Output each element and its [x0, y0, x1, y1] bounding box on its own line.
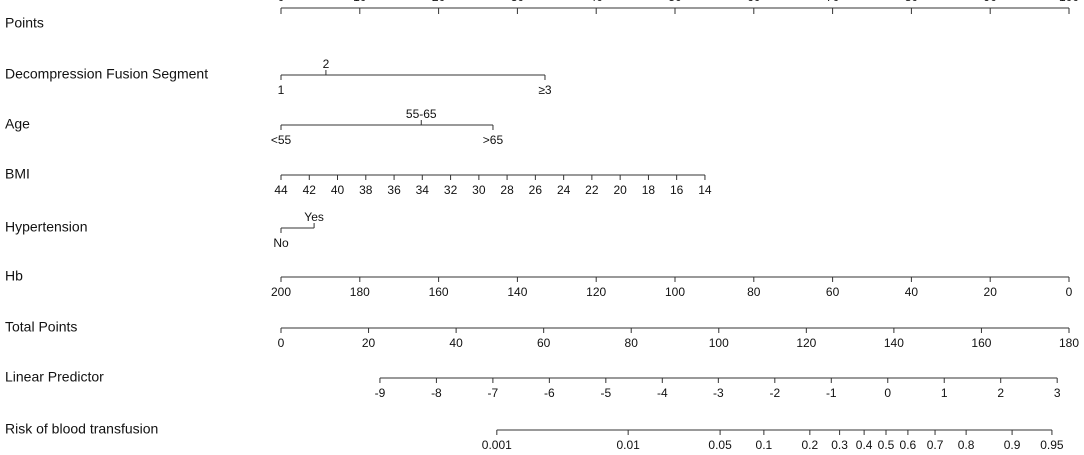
- tick-label: 0.01: [616, 438, 640, 452]
- tick-label: 20: [362, 336, 376, 350]
- tick-label: 34: [416, 183, 430, 197]
- tick-label: -4: [657, 386, 668, 400]
- tick-label: 180: [1059, 336, 1079, 350]
- tick-label: 200: [271, 285, 291, 299]
- tick-label: 100: [665, 285, 685, 299]
- tick-label: 1: [941, 386, 948, 400]
- tick-label: 60: [537, 336, 551, 350]
- tick-label: 0: [884, 386, 891, 400]
- tick-label: 70: [826, 0, 840, 4]
- tick-label: 30: [511, 0, 525, 4]
- tick-label: -1: [826, 386, 837, 400]
- tick-label: -6: [544, 386, 555, 400]
- tick-label: No: [273, 236, 289, 250]
- tick-label: 40: [449, 336, 463, 350]
- tick-label: Yes: [304, 210, 324, 224]
- row-label: Risk of blood transfusion: [5, 421, 158, 437]
- tick-label: 16: [670, 183, 684, 197]
- tick-label: 32: [444, 183, 458, 197]
- tick-label: 160: [429, 285, 449, 299]
- row-label: Hb: [5, 268, 23, 284]
- row-label: Age: [5, 116, 30, 132]
- row-label: Total Points: [5, 319, 77, 335]
- tick-label: 60: [826, 285, 840, 299]
- tick-label: 0.95: [1040, 438, 1064, 452]
- tick-label: 40: [331, 183, 345, 197]
- tick-label: -7: [488, 386, 499, 400]
- tick-label: 0.05: [708, 438, 732, 452]
- tick-label: -3: [713, 386, 724, 400]
- row-label: Points: [5, 15, 44, 31]
- tick-label: 100: [1059, 0, 1079, 4]
- tick-label: >65: [483, 133, 504, 147]
- tick-label: 44: [274, 183, 288, 197]
- row-label: BMI: [5, 166, 30, 182]
- tick-label: 0.1: [756, 438, 773, 452]
- tick-label: 30: [472, 183, 486, 197]
- tick-label: 120: [586, 285, 606, 299]
- row-label: Linear Predictor: [5, 369, 104, 385]
- tick-label: 20: [613, 183, 627, 197]
- tick-label: 36: [387, 183, 401, 197]
- tick-label: -5: [600, 386, 611, 400]
- tick-label: 20: [432, 0, 446, 4]
- tick-label: 40: [590, 0, 604, 4]
- tick-label: 80: [747, 285, 761, 299]
- tick-label: 26: [529, 183, 543, 197]
- tick-label: 22: [585, 183, 599, 197]
- tick-label: 160: [971, 336, 991, 350]
- tick-label: 0.001: [482, 438, 512, 452]
- tick-label: 18: [642, 183, 656, 197]
- tick-label: 0: [278, 336, 285, 350]
- tick-label: 0: [1066, 285, 1073, 299]
- tick-label: 2: [323, 57, 330, 71]
- tick-label: 100: [709, 336, 729, 350]
- tick-label: 140: [884, 336, 904, 350]
- tick-label: 0.7: [927, 438, 944, 452]
- tick-label: 0.6: [900, 438, 917, 452]
- tick-label: 20: [984, 285, 998, 299]
- tick-label: 24: [557, 183, 571, 197]
- tick-label: 40: [905, 285, 919, 299]
- tick-label: -2: [769, 386, 780, 400]
- row-label: Decompression Fusion Segment: [5, 66, 208, 82]
- tick-label: 3: [1054, 386, 1061, 400]
- tick-label: 0.9: [1004, 438, 1021, 452]
- tick-label: 80: [625, 336, 639, 350]
- tick-label: 2: [997, 386, 1004, 400]
- tick-label: 55-65: [406, 107, 437, 121]
- tick-label: 0.3: [831, 438, 848, 452]
- tick-label: 180: [350, 285, 370, 299]
- tick-label: 0.8: [958, 438, 975, 452]
- tick-label: <55: [271, 133, 292, 147]
- tick-label: 42: [303, 183, 317, 197]
- tick-label: 0.5: [878, 438, 895, 452]
- row-label: Hypertension: [5, 219, 88, 235]
- tick-label: 38: [359, 183, 373, 197]
- tick-label: 0: [278, 0, 285, 4]
- tick-label: -9: [375, 386, 386, 400]
- tick-label: 10: [353, 0, 367, 4]
- tick-label: -8: [431, 386, 442, 400]
- tick-label: 50: [668, 0, 682, 4]
- tick-label: 14: [698, 183, 712, 197]
- tick-label: 120: [796, 336, 816, 350]
- tick-label: 0.2: [801, 438, 818, 452]
- tick-label: 140: [507, 285, 527, 299]
- tick-label: 80: [905, 0, 919, 4]
- tick-label: 0.4: [856, 438, 873, 452]
- tick-label: 60: [747, 0, 761, 4]
- tick-label: 90: [984, 0, 998, 4]
- tick-label: ≥3: [538, 83, 552, 97]
- tick-label: 28: [500, 183, 514, 197]
- tick-label: 1: [278, 83, 285, 97]
